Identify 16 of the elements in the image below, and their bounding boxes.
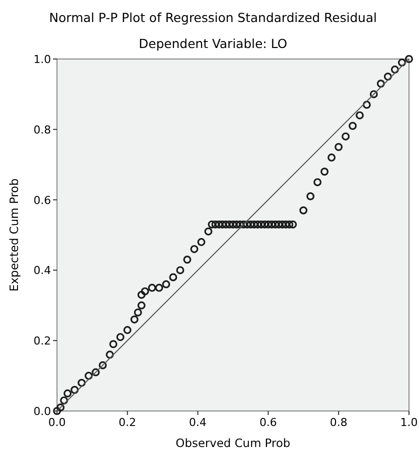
y-axis-title: Expected Cum Prob <box>7 178 21 292</box>
x-tick-label: 0.8 <box>330 416 348 429</box>
y-tick-label: 0.0 <box>34 405 51 418</box>
chart-title: Normal P-P Plot of Regression Standardized Residual <box>49 10 377 25</box>
y-tick-label: 0.4 <box>34 264 51 278</box>
x-axis-title: Observed Cum Prob <box>176 436 290 450</box>
x-tick-label: 0.6 <box>259 416 277 429</box>
y-tick-label: 0.2 <box>34 334 51 348</box>
x-tick-label: 1.0 <box>400 416 418 429</box>
y-tick-label: 0.6 <box>34 194 51 207</box>
chart-subtitle: Dependent Variable: LO <box>138 36 288 51</box>
x-tick-label: 0.4 <box>189 416 207 429</box>
x-tick-label: 0.2 <box>118 416 136 429</box>
y-tick-label: 1.0 <box>34 53 51 66</box>
y-tick-label: 0.8 <box>34 123 51 136</box>
x-tick-label: 0.0 <box>48 416 66 429</box>
